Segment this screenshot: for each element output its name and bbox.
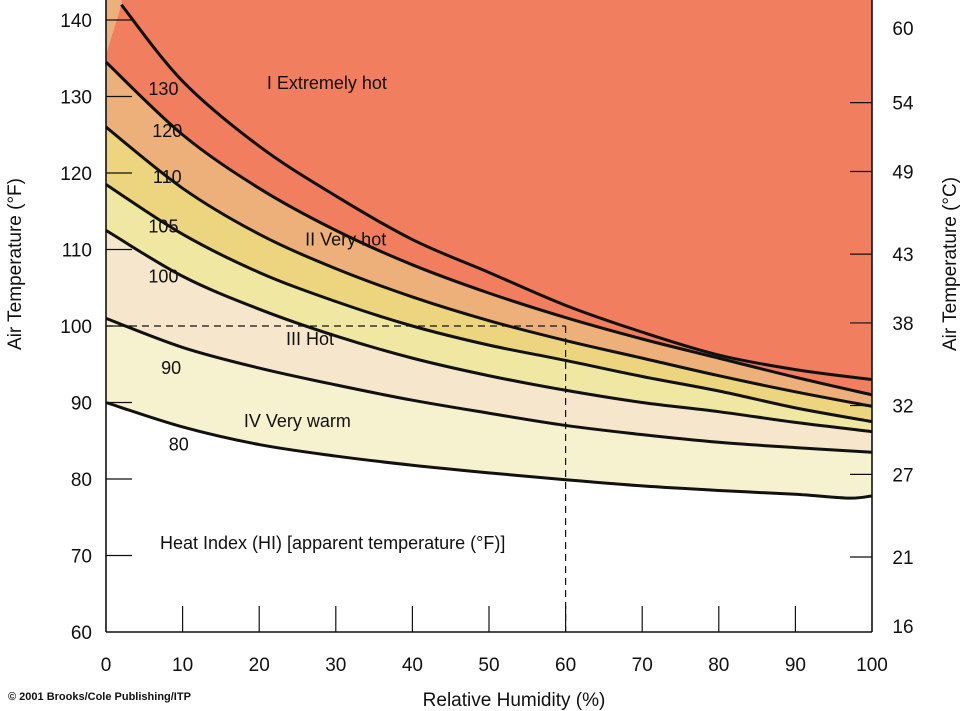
y-axis-left-ticks: 60 70 80 90 100 110 120 130 140: [60, 11, 132, 644]
x-tick-label-60: 60: [555, 655, 576, 676]
heat-index-bands: [106, 0, 872, 499]
y-tick-label-f-120: 120: [60, 164, 92, 185]
y-tick-label-c-27: 27: [892, 465, 913, 486]
zone-label-very-hot: II Very hot: [305, 230, 386, 250]
band-corner: [106, 0, 122, 55]
y-tick-label-c-38: 38: [892, 314, 913, 335]
heat-index-curves: [104, 3, 873, 500]
heat-index-label-80: 80: [169, 435, 189, 455]
heat-index-curve-100: [105, 229, 873, 434]
y-tick-label-c-32: 32: [892, 397, 913, 418]
heat-index-curve-130: [120, 3, 873, 382]
x-tick-label-90: 90: [785, 655, 806, 676]
y-tick-label-c-16: 16: [892, 617, 913, 638]
heat-index-curve-110: [105, 125, 873, 408]
x-axis-title: Relative Humidity (%): [423, 690, 606, 711]
y-tick-label-c-21: 21: [892, 548, 913, 569]
y-tick-label-c-60: 60: [892, 19, 913, 40]
reference-lines: [106, 325, 567, 632]
heat-index-curve-105: [105, 183, 873, 424]
x-tick-label-100: 100: [856, 655, 888, 676]
x-tick-label-30: 30: [325, 655, 346, 676]
x-axis-ticks: 0 10 20 30 40 50 60 70 80 90 100: [101, 606, 888, 676]
x-tick-label-20: 20: [249, 655, 270, 676]
heat-index-label-110: 110: [153, 167, 182, 187]
y-tick-label-f-80: 80: [71, 470, 92, 491]
heat-index-label-120: 120: [152, 121, 182, 141]
copyright-note: © 2001 Brooks/Cole Publishing/ITP: [8, 691, 191, 703]
zone-label-hot: III Hot: [286, 329, 334, 349]
x-tick-label-10: 10: [172, 655, 193, 676]
heat-index-label-130: 130: [148, 79, 178, 99]
heat-index-label-100: 100: [148, 266, 178, 286]
x-tick-label-80: 80: [708, 655, 729, 676]
zone-label-very-warm: IV Very warm: [244, 411, 351, 431]
y-tick-label-f-110: 110: [62, 241, 92, 262]
y-tick-label-f-130: 130: [60, 88, 92, 109]
y-tick-label-f-70: 70: [71, 547, 92, 568]
zone-labels: I Extremely hot II Very hot III Hot IV Very…: [244, 73, 387, 431]
band-80-90: [106, 318, 872, 499]
heat-index-label-90: 90: [161, 358, 181, 378]
y-tick-label-f-100: 100: [60, 317, 92, 338]
y-axis-left-title: Air Temperature (°F): [5, 178, 26, 350]
x-tick-label-70: 70: [632, 655, 653, 676]
y-tick-label-c-54: 54: [892, 94, 914, 115]
y-axis-right-ticks: 16 21 27 32 38 43 49 54 60: [850, 19, 914, 638]
y-tick-label-f-140: 140: [60, 11, 92, 32]
y-tick-label-c-49: 49: [892, 162, 913, 183]
y-axis-right-title: Air Temperature (°C): [940, 177, 961, 351]
zone-label-extremely-hot: I Extremely hot: [267, 73, 387, 93]
x-tick-label-40: 40: [402, 655, 423, 676]
heat-index-curve-90: [105, 316, 873, 454]
heat-index-curve-80: [105, 401, 873, 500]
x-tick-label-0: 0: [101, 655, 112, 676]
heat-index-caption: Heat Index (HI) [apparent temperature (°…: [160, 533, 505, 553]
heat-index-labels: 80 90 100 105 110 120 130: [148, 79, 188, 455]
band-90-100: [106, 230, 872, 453]
y-tick-label-c-43: 43: [892, 245, 913, 266]
x-tick-label-50: 50: [478, 655, 499, 676]
band-extremely-hot: [121, 0, 872, 380]
y-tick-label-f-90: 90: [71, 394, 92, 415]
heat-index-curve-120: [104, 60, 873, 397]
y-tick-label-f-60: 60: [71, 623, 92, 644]
heat-index-label-105: 105: [148, 217, 178, 237]
